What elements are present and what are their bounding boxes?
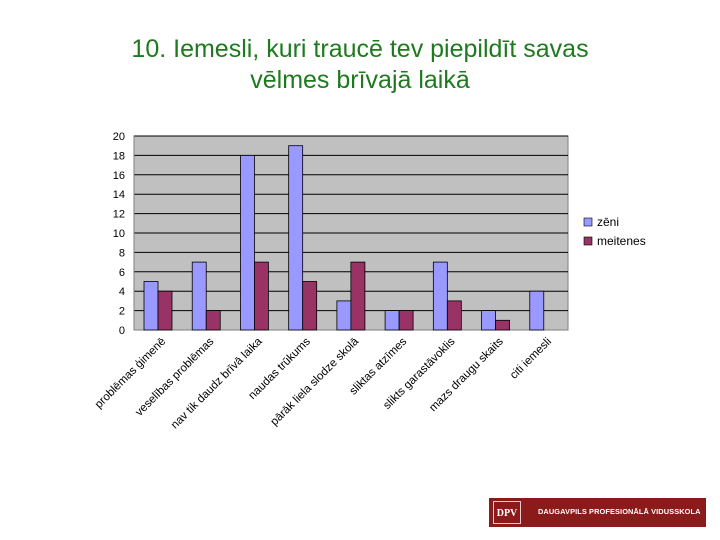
bar-zeni (384, 310, 400, 331)
y-tick-label: 20 (113, 131, 125, 143)
y-tick-label: 0 (119, 325, 125, 337)
bar-zeni (529, 290, 545, 331)
bar-zeni (191, 261, 207, 331)
y-tick-label: 18 (113, 150, 125, 162)
bar-zeni (336, 300, 352, 331)
x-tick-label: pārāk liela slodze skolā (269, 335, 362, 428)
y-tick-label: 2 (119, 306, 125, 318)
bar-zeni (288, 145, 304, 331)
legend-swatch (583, 236, 593, 246)
logo-mark: DPV (493, 501, 521, 524)
bar-meitenes (446, 300, 462, 331)
y-tick-label: 4 (119, 286, 125, 298)
chart-title: 10. Iemesli, kuri traucē tev piepildīt s… (0, 34, 720, 96)
x-tick-label: citi iemesli (508, 336, 554, 382)
y-tick-label: 6 (119, 267, 125, 279)
y-tick-label: 10 (113, 228, 125, 240)
school-logo: DPV DAUGAVPILS PROFESIONĀLĀ VIDUSSKOLA (489, 498, 706, 527)
legend-swatch (583, 217, 593, 227)
bar-zeni (240, 154, 255, 331)
bar-meitenes (254, 261, 269, 331)
y-tick-label: 14 (113, 189, 125, 201)
bar-meitenes (205, 310, 221, 331)
y-tick-label: 16 (113, 170, 125, 182)
bar-meitenes (302, 281, 318, 331)
bar-meitenes (157, 290, 173, 331)
bar-zeni (143, 281, 159, 331)
x-tick-label: nav tik daudz brīvā laika (169, 335, 265, 431)
legend-label: meitenes (597, 234, 646, 248)
x-tick-label: veselības problēmas (133, 335, 216, 418)
bar-zeni (481, 310, 496, 331)
bar-zeni (432, 261, 448, 331)
chart-title-line-2: vēlmes brīvajā laikā (250, 66, 470, 94)
legend-label: zēni (597, 215, 619, 229)
bar-meitenes (495, 319, 510, 331)
bar-meitenes (398, 310, 414, 331)
logo-text: DAUGAVPILS PROFESIONĀLĀ VIDUSSKOLA (538, 507, 701, 516)
y-tick-label: 12 (113, 209, 125, 221)
y-tick-label: 8 (119, 247, 125, 259)
chart-title-line-1: 10. Iemesli, kuri traucē tev piepildīt s… (131, 35, 589, 63)
bar-meitenes (350, 261, 366, 331)
